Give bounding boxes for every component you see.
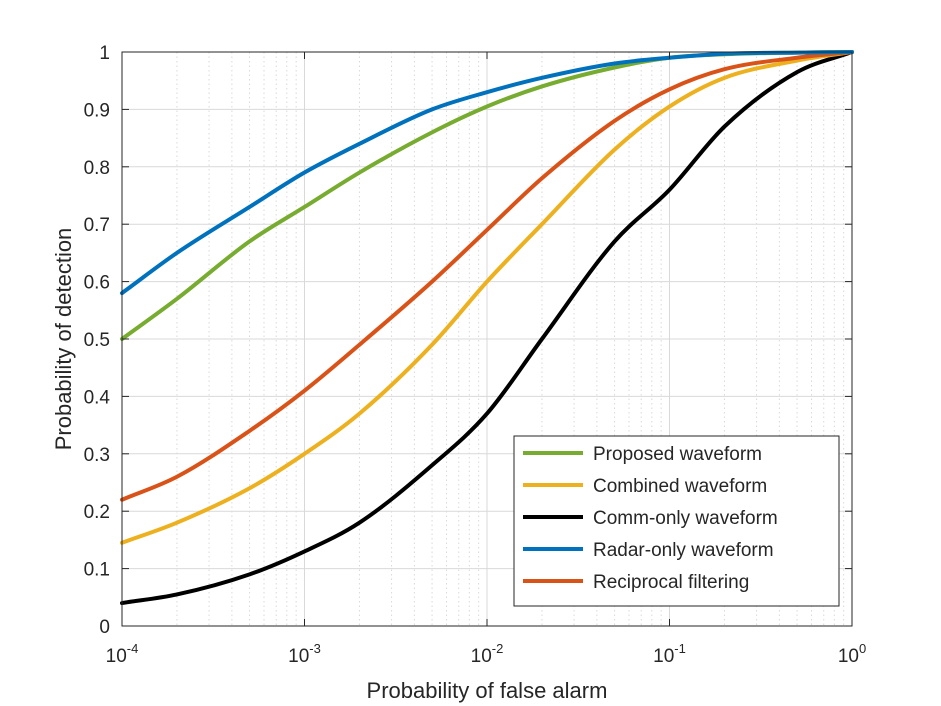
y-tick-label: 0.5: [84, 330, 110, 351]
x-tick-label: 10-2: [471, 641, 504, 667]
legend: Proposed waveform Combined waveform Comm-o…: [513, 435, 840, 607]
y-tick-label: 1: [99, 43, 110, 64]
axis-ticks: 0 0.1 0.2 0.3 0.4 0.5 0.6 0.7 0.8 0.9 1 10-4 10-3 10-…: [84, 43, 867, 667]
y-tick-label: 0.3: [84, 445, 110, 466]
y-tick-label: 0.7: [84, 215, 110, 236]
y-tick-label: 0.1: [84, 560, 110, 581]
legend-box: [513, 435, 840, 607]
y-tick-label: 0.9: [84, 100, 110, 121]
series-line-reciprocal-filtering: [120, 50, 854, 502]
series-line-combined-waveform: [120, 50, 854, 545]
x-tick-label: 10-3: [288, 641, 321, 667]
legend-label-radar-only-waveform: Radar-only waveform: [593, 540, 774, 561]
legend-label-reciprocal-filtering: Reciprocal filtering: [593, 572, 749, 593]
legend-label-combined-waveform: Combined waveform: [593, 476, 767, 497]
legend-label-proposed-waveform: Proposed waveform: [593, 444, 762, 465]
x-tick-label: 10-1: [653, 641, 686, 667]
y-tick-label: 0.8: [84, 158, 110, 179]
y-axis-label: Probability of detection: [51, 228, 76, 451]
legend-label-comm-only-waveform: Comm-only waveform: [593, 508, 778, 529]
y-tick-label: 0.2: [84, 502, 110, 523]
y-tick-label: 0: [99, 617, 110, 638]
y-tick-label: 0.6: [84, 273, 110, 294]
x-tick-label: 100: [838, 641, 866, 667]
series-lines: [120, 50, 854, 606]
series-line-radar-only-waveform: [120, 50, 854, 296]
y-tick-label: 0.4: [84, 387, 111, 408]
series-line-comm-only-waveform: [120, 50, 854, 606]
x-tick-label: 10-4: [106, 641, 139, 667]
x-axis-label: Probability of false alarm: [367, 678, 608, 703]
